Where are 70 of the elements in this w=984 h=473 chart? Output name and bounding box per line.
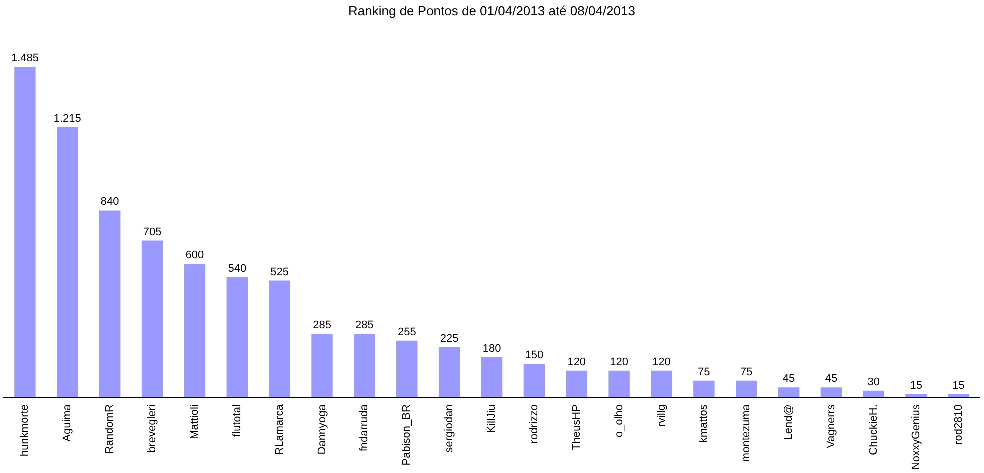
data-label: 45 bbox=[782, 373, 796, 386]
x-tick-label: Pabison_BR bbox=[401, 404, 414, 466]
bar bbox=[948, 394, 970, 398]
bar bbox=[14, 67, 36, 398]
x-tick-label: KillJiu bbox=[486, 404, 498, 434]
bar bbox=[651, 370, 672, 398]
bar bbox=[694, 380, 715, 398]
bar bbox=[820, 388, 842, 398]
chart-title: Ranking de Pontos de 01/04/2013 até 08/04/2013 bbox=[348, 3, 636, 18]
x-tick-label: NoxxyGenius bbox=[910, 404, 922, 470]
x-tick-label: Mattioli bbox=[188, 404, 201, 440]
bar bbox=[142, 240, 164, 398]
bar bbox=[269, 280, 290, 398]
data-label: 75 bbox=[740, 366, 753, 378]
data-label: 540 bbox=[228, 262, 247, 275]
data-label: 30 bbox=[868, 376, 880, 388]
x-tick-label: montezuma bbox=[740, 404, 753, 462]
bar bbox=[736, 380, 758, 398]
data-label: 45 bbox=[825, 373, 838, 386]
bar bbox=[99, 210, 121, 398]
bar bbox=[312, 334, 333, 398]
data-label: 15 bbox=[952, 380, 965, 392]
data-label: 120 bbox=[610, 356, 628, 368]
data-label: 1.485 bbox=[11, 52, 39, 65]
bar bbox=[608, 370, 630, 398]
x-tick-label: hunkmorte bbox=[19, 404, 32, 457]
x-tick-label: Dannyoga bbox=[316, 404, 328, 455]
data-label: 285 bbox=[313, 320, 332, 332]
data-label: 225 bbox=[440, 333, 459, 346]
data-label: 285 bbox=[356, 320, 374, 332]
bar bbox=[354, 334, 376, 398]
data-label: 705 bbox=[143, 226, 162, 238]
data-label: 120 bbox=[568, 356, 586, 368]
bar bbox=[524, 364, 546, 398]
data-label: 180 bbox=[482, 343, 502, 356]
x-tick-label: sergiodan bbox=[444, 404, 456, 453]
data-label: 15 bbox=[910, 380, 922, 392]
x-tick-label: RandomR bbox=[104, 404, 116, 454]
bar bbox=[906, 394, 927, 398]
data-label: 75 bbox=[698, 366, 710, 378]
bar bbox=[396, 340, 418, 398]
bar bbox=[863, 390, 885, 398]
data-label: 600 bbox=[186, 250, 204, 262]
data-label: 1.215 bbox=[54, 112, 82, 125]
data-label: 840 bbox=[100, 196, 120, 208]
x-tick-label: rod2810 bbox=[952, 404, 965, 445]
x-tick-label: flutotal bbox=[231, 404, 244, 438]
bar bbox=[438, 348, 460, 398]
x-tick-label: rodrizzo bbox=[528, 404, 540, 444]
x-tick-label: Aguima bbox=[62, 404, 74, 442]
data-label: 255 bbox=[398, 326, 416, 338]
data-label: 120 bbox=[652, 356, 671, 368]
x-tick-label: TheusHP bbox=[570, 404, 583, 450]
bar bbox=[481, 358, 503, 398]
data-label: 525 bbox=[270, 266, 290, 278]
x-tick-label: Vagnerrs bbox=[826, 404, 838, 448]
bar bbox=[184, 264, 206, 398]
bar bbox=[566, 370, 588, 398]
x-tick-label: RLamarca bbox=[274, 404, 286, 456]
x-tick-label: kmattos bbox=[698, 404, 710, 444]
bar bbox=[226, 277, 248, 398]
bar bbox=[57, 127, 78, 398]
x-tick-label: o_olho bbox=[613, 404, 626, 438]
bar bbox=[778, 388, 800, 398]
data-label: 150 bbox=[525, 350, 544, 362]
x-tick-label: ChuckieH. bbox=[868, 404, 880, 456]
x-tick-label: brevegleri bbox=[146, 404, 159, 453]
x-tick-label: Lend@ bbox=[783, 404, 796, 440]
x-tick-label: rvillg bbox=[656, 404, 668, 428]
x-tick-label: fndarruda bbox=[358, 404, 371, 452]
